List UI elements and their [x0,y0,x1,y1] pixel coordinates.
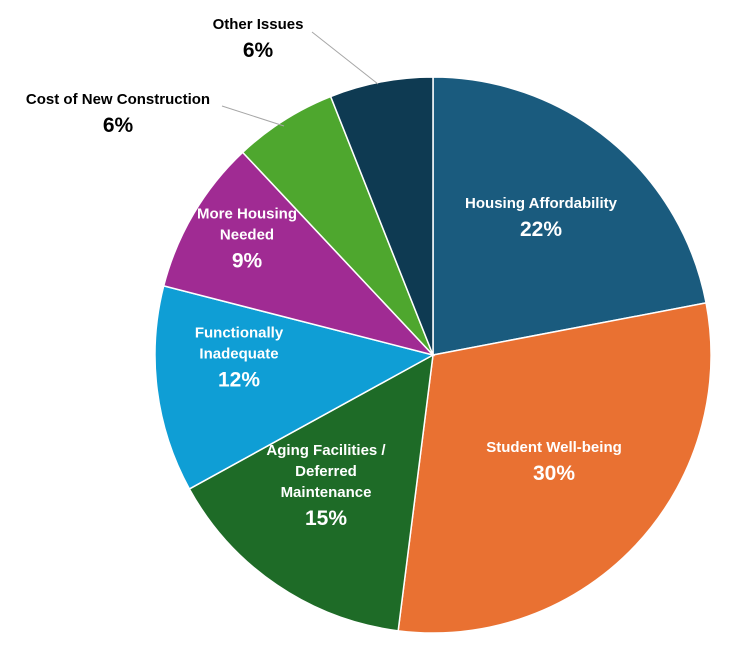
slice-label-1: Housing Affordability 22% [465,195,618,241]
slice-category-label: Deferred [295,463,357,480]
slice-category-label: Aging Facilities / [266,442,386,459]
pie-slice-7 [329,76,434,356]
slice-value-label: 15% [305,507,347,530]
slice-label-6: Cost of New Construction 6% [26,91,210,137]
slice-label-7: Other Issues 6% [213,16,304,62]
slice-category-label: Needed [220,227,274,244]
pie-slice-4 [154,284,436,490]
slice-label-4: Functionally Inadequate 12% [195,325,284,392]
slice-value-label: 6% [243,39,274,62]
slice-category-label: Maintenance [281,484,372,501]
pie-slice-2 [397,302,712,634]
pie-slice-3 [188,353,434,632]
slice-category-label: Student Well-being [486,439,622,456]
pie-slice-5 [162,151,436,357]
slice-labels: Housing Affordability 22% Student Well-bei… [26,16,622,530]
leader-line-6 [221,105,285,127]
slice-label-2: Student Well-being 30% [486,439,622,485]
slice-category-label: Other Issues [213,16,304,33]
slice-category-label: Functionally [195,325,284,342]
slice-category-label: Housing Affordability [465,195,618,212]
slice-label-3: Aging Facilities / Deferred Maintenance 15% [266,442,386,530]
pie-slices [154,76,712,634]
slice-value-label: 9% [232,250,263,273]
slice-category-label: Inadequate [199,346,278,363]
leader-line-7 [311,31,379,85]
slice-value-label: 30% [533,462,575,485]
slice-category-label: Cost of New Construction [26,91,210,108]
pie-slice-1 [432,76,707,356]
slice-category-label: More Housing [197,206,297,223]
slice-value-label: 6% [103,114,134,137]
slice-label-5: More Housing Needed 9% [197,206,297,273]
slice-value-label: 12% [218,369,260,392]
slice-value-label: 22% [520,218,562,241]
leader-lines [221,31,379,127]
